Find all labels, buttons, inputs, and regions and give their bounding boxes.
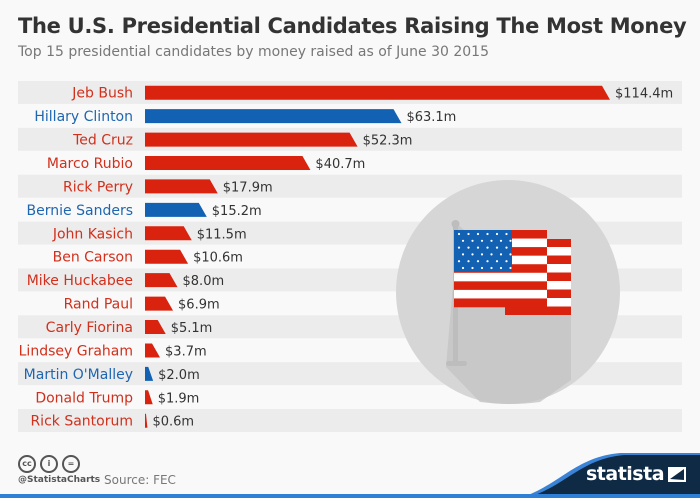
data-label: $15.2m xyxy=(212,204,262,219)
data-label: $8.0m xyxy=(183,274,225,289)
data-label: $10.6m xyxy=(193,251,243,266)
bar xyxy=(145,109,402,124)
category-label: Rick Santorum xyxy=(30,414,133,430)
brand-banner xyxy=(0,453,700,498)
footer: cc i = @StatistaCharts Source: FEC stati… xyxy=(0,445,700,498)
category-label: Rick Perry xyxy=(63,179,133,195)
bar xyxy=(145,273,178,288)
bar xyxy=(145,132,358,147)
category-label: Donald Trump xyxy=(35,390,133,406)
twitter-handle[interactable]: @StatistaCharts xyxy=(18,475,101,485)
no-derivatives-icon: = xyxy=(62,455,80,473)
data-label: $17.9m xyxy=(223,180,273,195)
attribution-icon: i xyxy=(40,455,58,473)
bar xyxy=(145,85,610,100)
bar xyxy=(145,226,192,241)
data-label: $6.9m xyxy=(178,298,220,313)
category-label: Jeb Bush xyxy=(71,86,133,102)
category-label: Lindsey Graham xyxy=(19,343,133,359)
data-label: $114.4m xyxy=(615,87,673,102)
bar xyxy=(145,202,207,217)
bar xyxy=(145,249,189,264)
category-label: Marco Rubio xyxy=(47,156,133,172)
bar xyxy=(145,366,154,381)
data-label: $63.1m xyxy=(406,110,456,125)
data-label: $2.0m xyxy=(158,368,200,383)
category-label: Ted Cruz xyxy=(72,133,133,149)
bar xyxy=(145,179,218,194)
chart-title: The U.S. Presidential Candidates Raising… xyxy=(18,14,687,38)
category-label: Bernie Sanders xyxy=(27,203,133,219)
data-label: $40.7m xyxy=(315,157,365,172)
chart-subtitle: Top 15 presidential candidates by money … xyxy=(18,44,489,60)
bar-chart: Jeb Bush $114.4m Hillary Clinton $63.1m Ted … xyxy=(18,81,682,432)
bar xyxy=(145,156,311,171)
bar xyxy=(145,390,153,405)
bar xyxy=(145,343,161,358)
row-band xyxy=(18,409,682,432)
bar xyxy=(145,413,148,428)
category-label: Ben Carson xyxy=(53,250,133,266)
bar xyxy=(145,296,174,311)
data-label: $11.5m xyxy=(197,227,247,242)
bar xyxy=(145,320,166,335)
data-label: $3.7m xyxy=(165,344,207,359)
us-flag-icon xyxy=(396,180,620,404)
data-label: $5.1m xyxy=(171,321,213,336)
data-label: $0.6m xyxy=(152,415,194,430)
category-label: Martin O'Malley xyxy=(24,367,133,383)
statista-logo[interactable]: statista xyxy=(586,463,665,485)
category-label: Mike Huckabee xyxy=(27,273,133,289)
cc-icon: cc xyxy=(18,455,36,473)
category-label: John Kasich xyxy=(52,226,133,242)
data-label: $52.3m xyxy=(363,134,413,149)
data-label: $1.9m xyxy=(158,391,200,406)
category-label: Carly Fiorina xyxy=(46,320,133,336)
category-label: Hillary Clinton xyxy=(34,109,133,125)
source-note: Source: FEC xyxy=(104,473,176,487)
category-label: Rand Paul xyxy=(64,297,133,313)
